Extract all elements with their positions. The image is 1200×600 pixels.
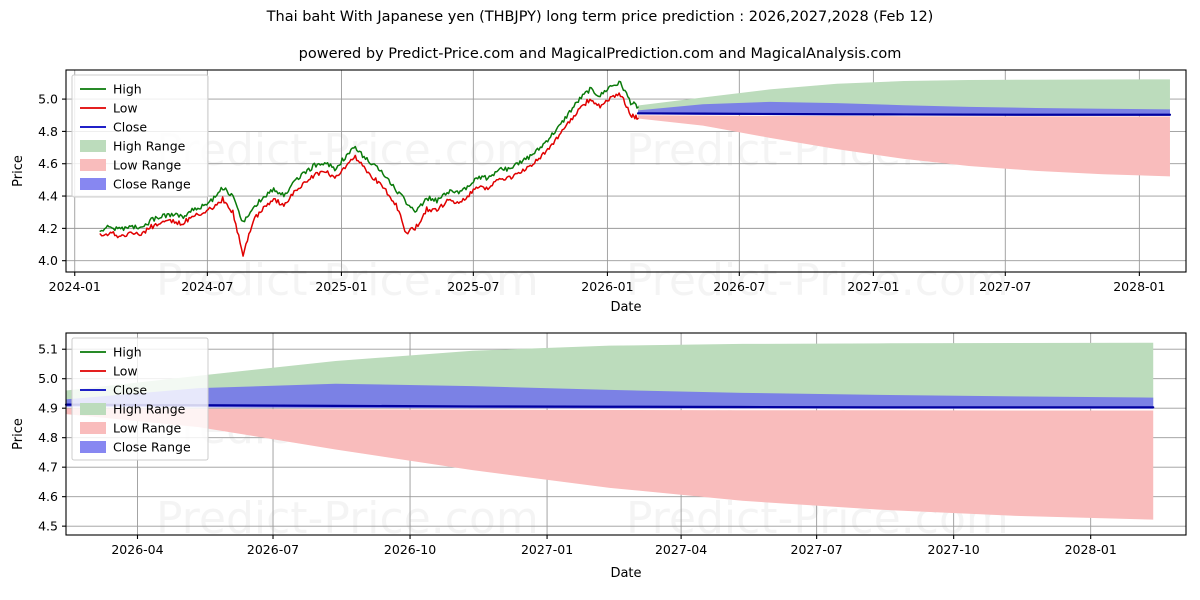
x-tick-label: 2027-04	[655, 542, 707, 557]
legend-item-label: Low Range	[113, 421, 182, 436]
x-tick-label: 2027-10	[928, 542, 980, 557]
x-tick-label: 2024-07	[181, 279, 233, 294]
watermark-label: Predict-Price.com	[156, 125, 539, 176]
top-chart: Predict-Price.com Predict-Price.com Predic…	[11, 69, 1187, 315]
top-chart-axes-frame	[65, 69, 1187, 273]
top-chart-legend: High Low Close High Range Low Range Close Ran…	[71, 74, 209, 198]
x-tick-label: 2027-01	[521, 542, 573, 557]
legend-item-label: Low Range	[113, 158, 182, 173]
x-tick-label: 2027-07	[979, 279, 1031, 294]
x-tick-label: 2026-07	[247, 542, 299, 557]
y-tick-label: 4.8	[38, 430, 58, 445]
page-subtitle: powered by Predict-Price.com and Magical…	[298, 46, 902, 62]
y-tick-label: 4.6	[38, 156, 58, 171]
bottom-chart-close-range-band	[66, 383, 1154, 409]
bottom-chart-low-range-band	[66, 408, 1154, 520]
legend-item-label: Close	[113, 120, 147, 135]
legend-swatch-patch	[80, 403, 106, 415]
legend-swatch-patch	[80, 441, 106, 453]
top-chart-close-line	[636, 112, 1172, 116]
x-tick-label: 2026-07	[713, 279, 765, 294]
bottom-chart-axis-labels: 4.5 4.6 4.7 4.8 4.9 5.0 5.1 2026-04 2026-07 2026-…	[38, 342, 1117, 557]
y-tick-label: 4.7	[38, 460, 58, 475]
x-tick-label: 2024-01	[49, 279, 101, 294]
x-tick-label: 2028-01	[1113, 279, 1165, 294]
x-tick-label: 2027-01	[847, 279, 899, 294]
legend-item-label: High	[113, 345, 142, 360]
x-tick-label: 2026-04	[111, 542, 163, 557]
x-tick-label: 2025-07	[447, 279, 499, 294]
watermark-label: Predict-Price.com	[156, 255, 539, 306]
y-tick-label: 4.4	[38, 189, 58, 204]
bottom-chart-legend: High Low Close High Range Low Range Close Ran…	[71, 337, 209, 461]
legend-item-label: High Range	[113, 402, 186, 417]
legend-swatch-patch	[80, 159, 106, 171]
y-tick-label: 5.0	[38, 371, 58, 386]
top-chart-low-range-band	[638, 115, 1170, 177]
y-tick-label: 4.6	[38, 489, 58, 504]
watermark-label: Predict-Price.com	[626, 255, 1009, 306]
legend-item-label: High Range	[113, 139, 186, 154]
top-chart-low-line	[99, 92, 639, 257]
y-tick-label: 5.1	[38, 342, 58, 357]
top-chart-gridlines	[66, 70, 1186, 272]
page-title: Thai baht With Japanese yen (THBJPY) lon…	[266, 9, 934, 25]
top-chart-close-range-band	[638, 101, 1170, 116]
bottom-chart-axes-frame	[65, 332, 1187, 536]
top-chart-yaxis-title: Price	[11, 155, 26, 187]
legend-item-label: High	[113, 82, 142, 97]
x-tick-label: 2026-10	[384, 542, 436, 557]
bottom-chart-yaxis-title: Price	[11, 418, 26, 450]
legend-swatch-patch	[80, 140, 106, 152]
legend-item-label: Low	[113, 101, 138, 116]
y-tick-label: 4.5	[38, 519, 58, 534]
top-chart-watermark: Predict-Price.com Predict-Price.com Predic…	[156, 125, 1009, 306]
legend-item-label: Close Range	[113, 440, 191, 455]
top-chart-xaxis-title: Date	[610, 300, 641, 315]
legend-item-label: Close	[113, 383, 147, 398]
legend-swatch-patch	[80, 178, 106, 190]
bottom-chart-xaxis-title: Date	[610, 566, 641, 581]
y-tick-label: 4.2	[38, 221, 58, 236]
y-tick-label: 4.8	[38, 124, 58, 139]
legend-swatch-patch	[80, 422, 106, 434]
x-tick-label: 2028-01	[1065, 542, 1117, 557]
y-tick-label: 5.0	[38, 92, 58, 107]
bottom-chart: Predict-Price.comPredict-Price.comPredic…	[11, 332, 1187, 581]
y-tick-label: 4.9	[38, 401, 58, 416]
x-tick-label: 2026-01	[581, 279, 633, 294]
legend-item-label: Low	[113, 364, 138, 379]
bottom-chart-close-line	[64, 403, 1155, 409]
x-tick-label: 2025-01	[315, 279, 367, 294]
top-chart-axis-labels: 4.0 4.2 4.4 4.6 4.8 5.0 2024-01 2024-07 2025-01 2…	[38, 92, 1165, 294]
top-chart-high-line	[99, 80, 639, 232]
watermark-label: Predict-Price.com	[156, 493, 539, 544]
y-tick-label: 4.0	[38, 253, 58, 268]
x-tick-label: 2027-07	[791, 542, 843, 557]
legend-item-label: Close Range	[113, 177, 191, 192]
